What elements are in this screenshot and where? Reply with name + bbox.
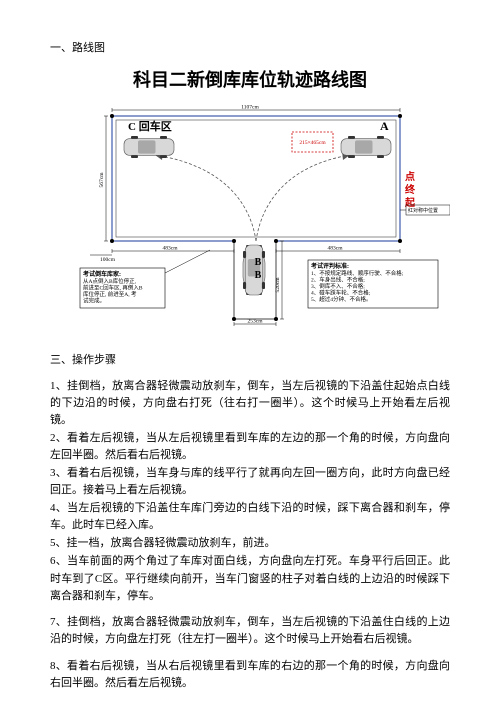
- svg-text:1107cm: 1107cm: [241, 104, 259, 110]
- svg-text:前进至C回车区, 再倒入B: 前进至C回车区, 再倒入B: [83, 283, 143, 291]
- step-9: [50, 649, 450, 657]
- svg-text:2、车身出线、不合格;: 2、车身出线、不合格;: [311, 275, 365, 283]
- svg-text:483cm: 483cm: [163, 245, 179, 251]
- route-diagram: 215×465cmAC 回车区BB点终起1107cm567cm483cm483c…: [50, 100, 450, 340]
- step-10: 8、看着右后视镜，当从右后视镜里看到车库的右边的那一个角的时候，方向盘向右回半圈…: [50, 658, 450, 692]
- svg-text:1、不按规定路线、顺序行驶、不合格;: 1、不按规定路线、顺序行驶、不合格;: [311, 269, 404, 277]
- step-8: 7、挂倒档，放离合器轻微震动放刹车，倒车，当左后视镜的下沿盖住白线的上边沿的时候…: [50, 614, 450, 648]
- svg-text:终: 终: [405, 183, 416, 196]
- svg-text:5、超过4分钟、不合格。: 5、超过4分钟、不合格。: [311, 295, 372, 303]
- step-7: [50, 606, 450, 614]
- svg-text:考试评判标准:: 考试评判标准:: [311, 262, 349, 270]
- svg-text:考试倒车库家:: 考试倒车库家:: [83, 270, 121, 278]
- svg-text:253cm: 253cm: [248, 318, 264, 324]
- steps-container: 1、挂倒档，放离合器轻微震动放刹车，倒车，当左后视镜的下沿盖住起始点白线的下边沿…: [50, 378, 450, 692]
- svg-text:点: 点: [405, 170, 415, 183]
- svg-text:B: B: [255, 270, 262, 281]
- svg-text:红对称中位置: 红对称中位置: [408, 207, 438, 214]
- svg-text:A: A: [380, 119, 389, 133]
- svg-text:从A点倒入B库位停正,: 从A点倒入B库位停正,: [83, 277, 137, 285]
- step-5: 5、挂一档，放离合器轻微震动放刹车，前进。: [50, 535, 450, 552]
- svg-text:C 回车区: C 回车区: [128, 119, 172, 133]
- step-6: 6、当车前面的两个角过了车库对面白线，方向盘向左打死。车身平行后回正。此时车到了…: [50, 553, 450, 604]
- main-title: 科目二新倒库库位轨迹路线图: [50, 67, 450, 94]
- svg-text:215×465cm: 215×465cm: [299, 140, 326, 146]
- svg-text:100cm: 100cm: [100, 257, 116, 263]
- step-3: 3、看着右后视镜，当车身与库的线平行了就再向左回一圈方向，此时方向盘已经回正。接…: [50, 465, 450, 499]
- section-1-heading: 一、路线图: [50, 40, 450, 57]
- step-1: 1、挂倒档，放离合器轻微震动放刹车，倒车，当左后视镜的下沿盖住起始点白线的下边沿…: [50, 378, 450, 429]
- svg-text:试完成。: 试完成。: [83, 296, 105, 304]
- step-4: 4、当左后视镜的下沿盖住车库门旁边的白线下沿的时候，踩下离合器和刹车，停车。此时…: [50, 500, 450, 534]
- svg-text:520cm: 520cm: [275, 276, 281, 292]
- svg-text:库位停正, 前进至A, 考: 库位停正, 前进至A, 考: [83, 290, 137, 298]
- svg-text:4、碰车踩车轮、不合格;: 4、碰车踩车轮、不合格;: [311, 288, 371, 296]
- svg-text:3、倒库不入、不合格;: 3、倒库不入、不合格;: [311, 282, 365, 290]
- svg-text:483cm: 483cm: [328, 245, 344, 251]
- svg-text:567cm: 567cm: [99, 171, 105, 187]
- svg-text:B: B: [255, 257, 262, 268]
- section-3-heading: 三、操作步骤: [50, 352, 450, 369]
- step-2: 2、看着左后视镜，当从左后视镜里看到车库的左边的那一个角的时候，方向盘向左回半圈…: [50, 430, 450, 464]
